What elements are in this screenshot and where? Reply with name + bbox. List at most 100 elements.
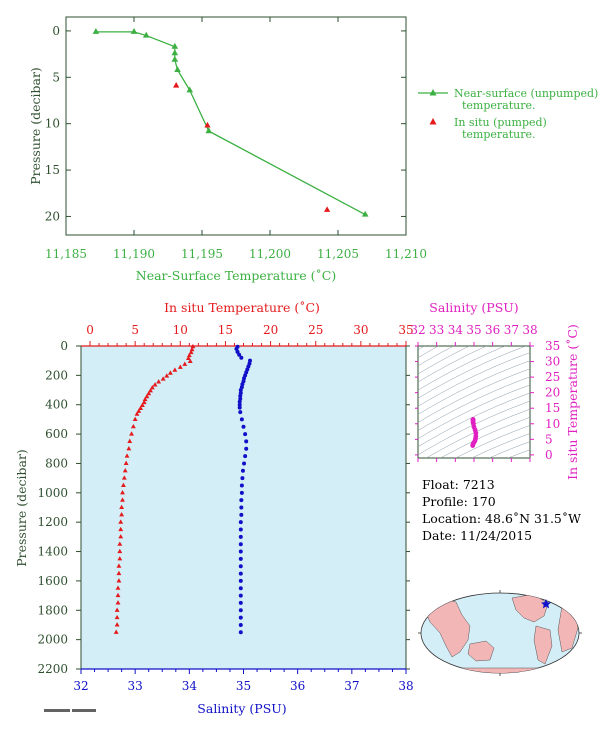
pressure-tick-label: 200	[45, 368, 68, 382]
map-land-south-america	[533, 625, 553, 665]
legend-unpumped-label-2: temperature.	[462, 99, 536, 112]
temperature-point	[189, 346, 195, 352]
salinity-point	[238, 388, 243, 393]
near-surface-x-label: Near-Surface Temperature (˚C)	[136, 268, 336, 283]
profile-panel: 0200400600800100012001400160018002000220…	[14, 300, 414, 716]
temperature-point	[116, 570, 122, 576]
profile-ticks: 0200400600800100012001400160018002000220…	[37, 323, 413, 693]
temperature-point	[182, 361, 188, 366]
salinity-point	[238, 608, 243, 613]
density-contour	[418, 360, 530, 415]
pressure-tick-label: 600	[45, 427, 68, 441]
temperature-point	[121, 475, 127, 480]
ts-x-tick-label: 38	[522, 323, 537, 337]
x-tick-label: 11,190	[113, 247, 155, 261]
density-contour	[418, 346, 470, 375]
pressure-tick-label: 1000	[37, 486, 68, 500]
legend-pumped-label-1: In situ (pumped)	[454, 116, 547, 129]
salinity-tick-label: 33	[128, 679, 143, 693]
unpumped-point	[171, 42, 179, 49]
salinity-point	[238, 578, 243, 583]
temperature-point	[129, 431, 134, 436]
ts-y-tick-label: 20	[545, 386, 560, 400]
temperature-tick-label: 10	[173, 323, 188, 337]
credit-stamp-left	[44, 709, 70, 712]
density-contour	[507, 449, 530, 458]
float-id: Float: 7213	[422, 477, 495, 492]
temperature-point	[124, 453, 130, 458]
temperature-tick-label: 15	[218, 323, 233, 337]
ts-x-tick-label: 33	[429, 323, 444, 337]
unpumped-point	[142, 31, 150, 38]
salinity-point	[238, 527, 243, 532]
map-land-australia	[467, 640, 495, 662]
profile-series	[113, 343, 252, 635]
salinity-point	[238, 630, 243, 635]
salinity-point	[238, 622, 243, 627]
temperature-point	[114, 622, 120, 627]
density-contour	[488, 441, 530, 458]
profile-plot-background	[81, 346, 406, 669]
temperature-point	[138, 405, 144, 410]
temperature-point	[172, 367, 178, 372]
temperature-tick-label: 20	[263, 323, 278, 337]
temperature-point	[118, 534, 124, 539]
float-location: Location: 48.6˚N 31.5˚W	[422, 511, 581, 526]
salinity-point	[243, 454, 248, 459]
near-surface-legend: Near-surface (unpumped) temperature. In …	[418, 87, 598, 141]
unpumped-point	[171, 55, 179, 62]
y-tick-label: 5	[52, 70, 60, 84]
ts-x-tick-label: 32	[410, 323, 425, 337]
salinity-point	[239, 483, 244, 488]
temperature-point	[146, 390, 152, 396]
density-contour	[409, 228, 540, 291]
temperature-point	[113, 629, 119, 634]
near-surface-plot-frame	[65, 16, 407, 236]
salinity-point	[237, 352, 242, 357]
pressure-tick-label: 2000	[37, 633, 68, 647]
legend-red-triangle-icon	[429, 118, 437, 125]
temperature-point	[117, 541, 123, 546]
salinity-point	[244, 446, 249, 451]
salinity-point	[239, 505, 244, 510]
temperature-tick-label: 5	[131, 323, 139, 337]
y-tick-label: 20	[45, 209, 60, 223]
ts-y-label: In situ Temperature (˚C)	[565, 324, 580, 480]
x-tick-label: 11,205	[317, 247, 359, 261]
temperature-point	[122, 467, 128, 473]
x-tick-label: 11,200	[249, 247, 291, 261]
salinity-point	[244, 439, 249, 444]
density-contour	[418, 392, 530, 448]
salinity-tick-label: 36	[290, 679, 305, 693]
temperature-point	[119, 504, 125, 510]
unpumped-point	[361, 210, 369, 217]
salinity-point	[241, 424, 246, 429]
salinity-point	[238, 556, 243, 561]
profile-date: Date: 11/24/2015	[422, 528, 533, 543]
pressure-tick-label: 1800	[37, 603, 68, 617]
temperature-point	[116, 578, 122, 583]
x-tick-label: 11,185	[45, 247, 87, 261]
float-location-star-icon	[541, 599, 551, 609]
temperature-point	[187, 358, 193, 363]
temperature-tick-label: 30	[353, 323, 368, 337]
temperature-point	[117, 556, 123, 561]
temperature-point	[142, 396, 148, 402]
salinity-point	[237, 402, 242, 407]
ts-y-tick-label: 0	[545, 448, 553, 462]
salinity-point	[242, 461, 247, 466]
temperature-point	[116, 563, 122, 568]
density-contour	[409, 244, 540, 307]
density-contour	[418, 384, 530, 439]
salinity-point	[238, 586, 243, 591]
salinity-point	[238, 571, 243, 576]
salinity-point	[239, 355, 244, 360]
salinity-point	[239, 498, 244, 503]
ts-x-tick-label: 35	[466, 323, 481, 337]
x-tick-label: 11,210	[385, 247, 427, 261]
ts-series	[470, 417, 479, 448]
x-tick-label: 11,195	[181, 247, 223, 261]
temperature-point	[126, 445, 132, 451]
